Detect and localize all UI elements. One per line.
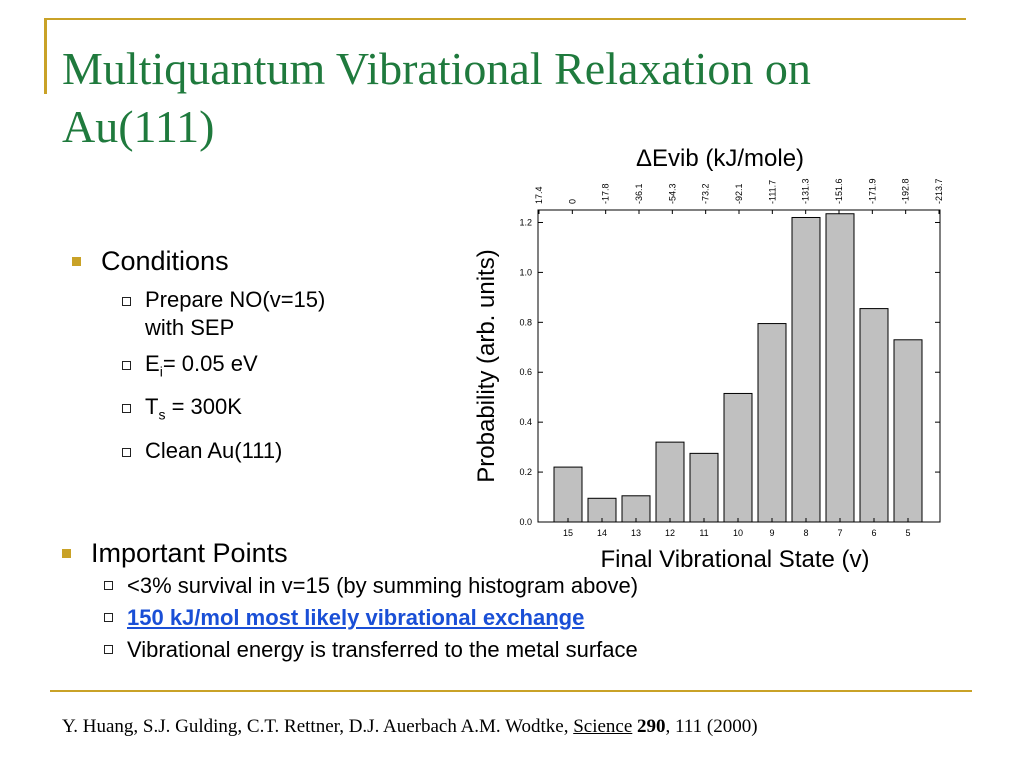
bar [689,452,719,523]
important-heading: Important Points [62,536,638,570]
top-tick-label: -131.3 [801,178,811,204]
citation: Y. Huang, S.J. Gulding, C.T. Rettner, D.… [62,716,758,738]
top-rule [44,18,966,20]
top-tick-label: -151.6 [834,178,844,204]
hollow-square-icon [104,581,113,590]
conditions-heading: Conditions [72,244,325,278]
top-tick-label: -111.7 [767,180,777,204]
x-tick-label: 8 [803,528,808,538]
important-item: 150 kJ/mol most likely vibrational excha… [104,602,638,634]
hollow-square-icon [122,447,131,457]
condition-text: T [145,394,159,420]
top-tick-label: -92.1 [734,183,744,204]
y-tick-label: 0.4 [519,417,532,427]
citation-authors: Y. Huang, S.J. Gulding, C.T. Rettner, D.… [62,716,569,737]
condition-subscript: s [158,406,166,423]
x-tick-label: 5 [905,528,910,538]
hollow-square-icon [122,404,131,414]
histogram-chart: 0.0 0.2 0.4 0.6 0.8 1.0 1.2 15 14 13 12 11 10 9 8 7 6 5 17… [473,145,944,573]
square-bullet-icon [72,256,81,266]
condition-item: Ts = 300K [122,393,325,428]
conditions-block: Conditions Prepare NO(v=15) with SEP Ei= … [72,244,325,465]
condition-item: Prepare NO(v=15) with SEP [122,286,325,342]
top-axis-title: ΔEvib (kJ/mole) [636,145,804,172]
y-tick-label: 0.2 [519,467,532,477]
conditions-heading-text: Conditions [101,246,229,276]
hollow-square-icon [104,613,113,622]
y-tick-label: 0.8 [519,317,532,327]
important-item: Vibrational energy is transferred to the… [104,634,638,666]
top-tick-label: -213.7 [934,178,944,204]
x-tick-label: 13 [631,528,641,538]
top-tick-label: -54.3 [667,183,677,204]
bar [825,213,855,523]
citation-volume: 290 [637,716,666,737]
left-accent [44,18,47,94]
important-item-text: Vibrational energy is transferred to the… [127,637,638,662]
y-tick-label: 1.0 [519,267,532,277]
top-tick-label: -36.1 [634,183,644,204]
important-item: <3% survival in v=15 (by summing histogr… [104,570,638,602]
condition-text-cont: with SEP [145,315,235,340]
condition-item: Clean Au(111) [122,437,325,465]
x-tick-label: 7 [837,528,842,538]
top-tick-label: 17.4 [534,186,544,204]
top-tick-label: -73.2 [701,183,711,204]
slide-title: Multiquantum Vibrational Relaxation on A… [62,43,811,152]
y-axis-title: Probability (arb. units) [473,249,500,482]
citation-pages: , 111 (2000) [665,716,758,737]
x-tick-label: 12 [665,528,675,538]
top-tick-label: -171.9 [867,178,877,204]
important-link[interactable]: 150 kJ/mol most likely vibrational excha… [127,605,585,630]
hollow-square-icon [122,361,131,370]
x-tick-label: 10 [733,528,743,538]
condition-text: Prepare NO(v=15) [145,287,326,312]
important-block: Important Points <3% survival in v=15 (b… [62,536,638,666]
important-item-text: <3% survival in v=15 (by summing histogr… [127,573,639,598]
bar [553,466,583,523]
bar [757,323,787,523]
condition-text: E [145,351,160,376]
bar [655,441,685,523]
y-tick-label: 0.0 [519,517,532,527]
square-bullet-icon [62,548,71,558]
condition-item: Ei= 0.05 eV [122,350,325,385]
y-tick-label: 1.2 [519,217,532,227]
bar [723,392,753,523]
hollow-square-icon [122,297,131,306]
important-heading-text: Important Points [91,538,288,568]
top-tick-label: 0 [567,199,577,204]
x-tick-label: 15 [563,528,573,538]
condition-text: Clean Au(111) [145,437,283,463]
x-tick-label: 6 [871,528,876,538]
x-tick-label: 11 [699,528,708,538]
x-tick-label: 9 [769,528,774,538]
x-axis-title: Final Vibrational State (v) [600,546,869,573]
top-tick-label: -17.8 [601,183,611,204]
y-tick-label: 0.6 [519,367,532,377]
hollow-square-icon [104,645,113,654]
bar [791,216,821,523]
condition-value: = 300K [165,394,242,420]
bar [893,339,923,523]
x-tick-label: 14 [597,528,607,538]
bottom-rule [50,690,972,692]
bar [621,495,651,523]
citation-journal: Science [573,716,633,737]
bar [859,308,889,523]
condition-subscript: i [159,363,163,380]
top-tick-label: -192.8 [901,178,911,204]
condition-value: = 0.05 eV [162,351,258,376]
